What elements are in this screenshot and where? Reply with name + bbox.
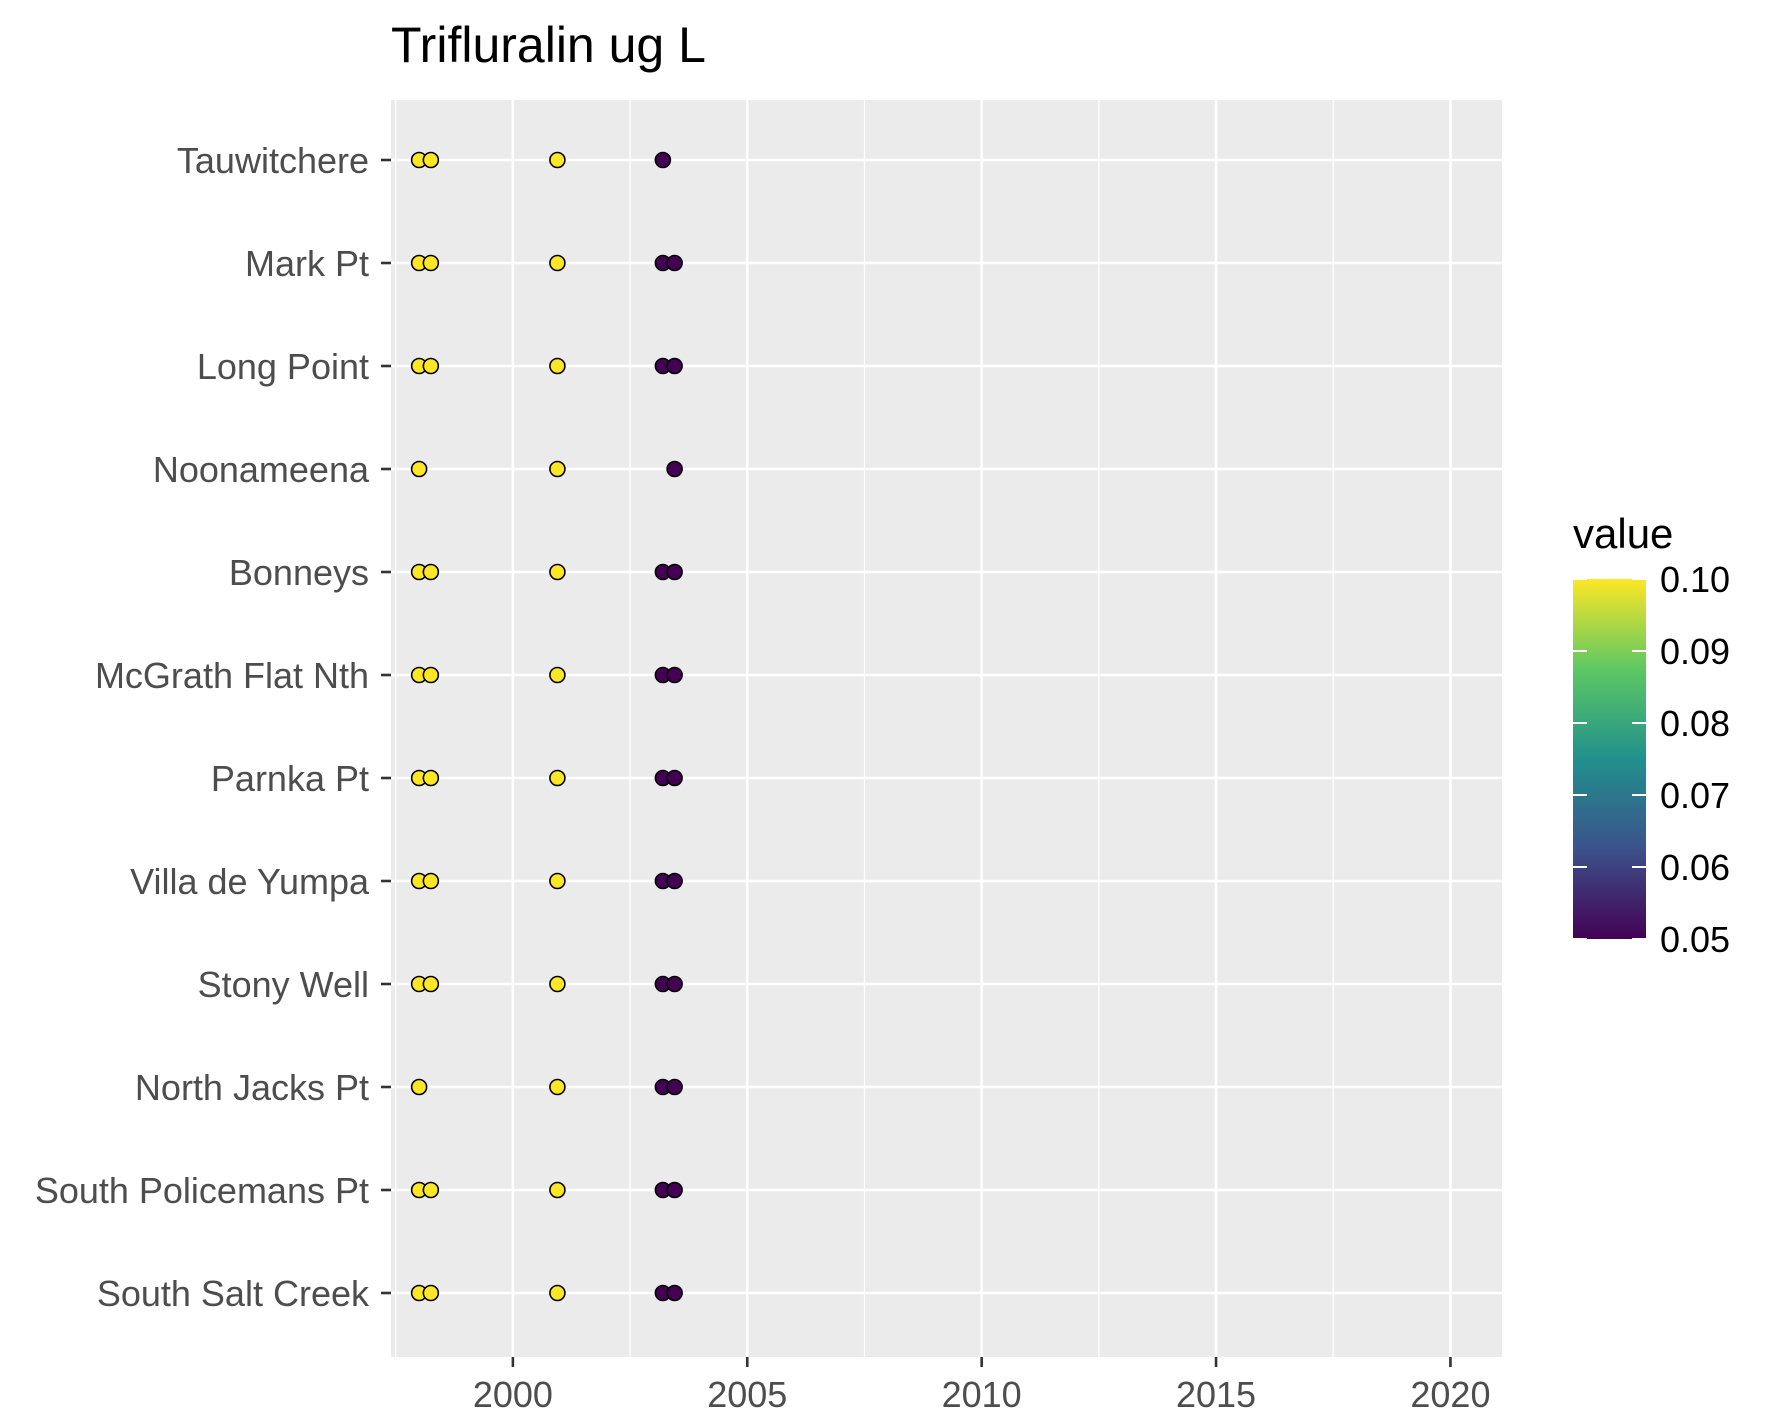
data-point xyxy=(549,666,566,684)
y-tick-label: Parnka Pt xyxy=(211,758,369,799)
y-axis: Tauwitchere Mark Pt Long Point Noonameena Bo… xyxy=(35,140,391,1314)
data-point xyxy=(422,666,440,684)
data-point xyxy=(549,872,566,890)
colorbar xyxy=(1573,579,1646,939)
data-point xyxy=(666,357,683,375)
data-point xyxy=(422,975,440,993)
data-point xyxy=(549,254,566,272)
data-point xyxy=(666,1078,683,1096)
data-point xyxy=(422,357,440,375)
y-tick-label: South Policemans Pt xyxy=(35,1170,369,1211)
data-point xyxy=(666,769,683,787)
data-point xyxy=(654,151,672,169)
minor-gridlines xyxy=(395,100,1334,1357)
data-point xyxy=(666,975,683,993)
plot-panel xyxy=(391,100,1502,1357)
data-point xyxy=(666,254,683,272)
data-point xyxy=(549,1284,566,1302)
data-point xyxy=(422,769,440,787)
data-point xyxy=(666,460,683,478)
colorbar-label: 0.07 xyxy=(1660,775,1730,816)
data-point xyxy=(422,563,440,581)
colorbar-label: 0.06 xyxy=(1660,847,1730,888)
y-tick-label: Long Point xyxy=(197,346,369,387)
data-points xyxy=(410,151,683,1302)
x-tick-label: 2010 xyxy=(942,1374,1022,1415)
colorbar-label: 0.09 xyxy=(1660,631,1730,672)
data-point xyxy=(549,151,566,169)
x-tick-label: 2020 xyxy=(1410,1374,1490,1415)
y-tick-label: Noonameena xyxy=(153,449,370,490)
data-point xyxy=(549,357,566,375)
data-point xyxy=(410,1078,428,1096)
data-point xyxy=(422,1284,440,1302)
x-tick-label: 2005 xyxy=(707,1374,787,1415)
data-point xyxy=(549,769,566,787)
data-point xyxy=(666,872,683,890)
data-point xyxy=(422,254,440,272)
y-tick-label: Mark Pt xyxy=(245,243,369,284)
y-tick-label: Stony Well xyxy=(198,964,369,1005)
y-tick-label: South Salt Creek xyxy=(97,1273,370,1314)
data-point xyxy=(422,151,440,169)
x-tick-label: 2000 xyxy=(473,1374,553,1415)
major-gridlines xyxy=(391,100,1502,1357)
data-point xyxy=(666,666,683,684)
colorbar-label: 0.10 xyxy=(1660,559,1730,600)
data-point xyxy=(549,563,566,581)
legend-title: value xyxy=(1573,510,1673,557)
x-tick-label: 2015 xyxy=(1176,1374,1256,1415)
colorbar-label: 0.08 xyxy=(1660,703,1730,744)
y-tick-label: Villa de Yumpa xyxy=(130,861,370,902)
color-legend: value 0.10 0.09 0.08 0.07 0.06 0.05 xyxy=(1573,510,1730,960)
data-point xyxy=(422,1181,440,1199)
y-tick-label: Bonneys xyxy=(229,552,369,593)
colorbar-ticks: 0.10 0.09 0.08 0.07 0.06 0.05 xyxy=(1573,559,1730,960)
y-tick-label: McGrath Flat Nth xyxy=(95,655,369,696)
chart-title: Trifluralin ug L xyxy=(391,17,706,73)
data-point xyxy=(666,1181,683,1199)
data-point xyxy=(666,1284,683,1302)
data-point xyxy=(666,563,683,581)
data-point xyxy=(549,460,566,478)
y-tick-label: North Jacks Pt xyxy=(135,1067,369,1108)
y-tick-label: Tauwitchere xyxy=(177,140,369,181)
data-point xyxy=(410,460,428,478)
data-point xyxy=(422,872,440,890)
data-point xyxy=(549,1078,566,1096)
colorbar-label: 0.05 xyxy=(1660,919,1730,960)
x-axis: 2000 2005 2010 2015 2020 xyxy=(473,1357,1490,1415)
data-point xyxy=(549,1181,566,1199)
data-point xyxy=(549,975,566,993)
